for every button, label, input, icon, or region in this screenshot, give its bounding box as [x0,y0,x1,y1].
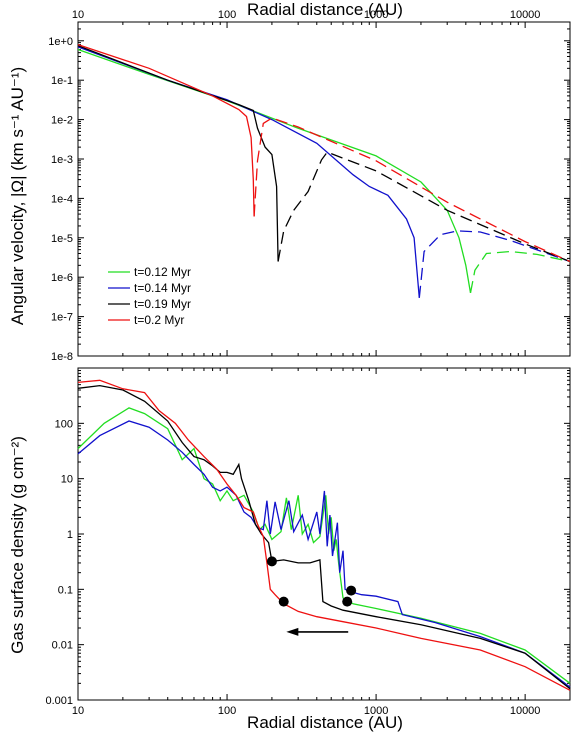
y-tick-label: 100 [55,418,73,430]
y-tick-label: 10 [61,474,73,486]
y-tick-label: 1e-1 [51,75,73,87]
bottom-ylabel: Gas surface density (g cm⁻²) [8,436,27,654]
series-line-solid [77,45,279,262]
plot-frame [77,21,571,357]
bottom-xlabel: Radial distance (AU) [247,713,403,732]
series-line [77,407,571,684]
marker-dot [346,585,357,596]
x-tick-label: 100 [218,705,236,717]
y-tick-label: 0.001 [45,695,73,707]
y-tick-label: 1 [67,529,73,541]
x-tick-label: 100 [218,9,236,21]
y-tick-label: 1e-2 [51,115,73,127]
series-line-dashed [469,250,571,294]
x-tick-label: 10000 [510,9,541,21]
top-xlabel: Radial distance (AU) [247,0,403,19]
y-tick-label: 1e-3 [51,154,73,166]
series-line [77,379,571,691]
series-line-dashed [253,117,571,263]
x-tick-label: 10000 [510,705,541,717]
y-tick-label: 1e-8 [51,351,73,363]
series-line-dashed [277,151,571,263]
series-line-solid [77,46,420,298]
y-tick-label: 1e-4 [51,193,73,205]
surface-density-panel: 10 100 1000 10000 0.001 0.01 0.1 1 10 100 [45,367,571,717]
x-tick-label: 1000 [364,705,388,717]
series-line-dashed [418,230,571,298]
y-tick-label: 1e-6 [51,272,73,284]
x-tick-label: 10 [72,9,84,21]
x-tick-label: 10 [72,705,84,717]
series-line [77,420,571,688]
legend-label: t=0.19 Myr [134,297,191,311]
series-line [77,384,571,690]
marker-dot [342,596,353,607]
angular-velocity-panel: 10 100 1000 10000 1e+0 1e-1 1e-2 1e-3 1e-4 1e-5 1e… [48,9,571,363]
marker-dot [266,556,277,567]
y-tick-label: 0.1 [58,584,73,596]
y-tick-label: 1e+0 [48,36,73,48]
series-line-solid [77,43,255,217]
inward-arrow-head [286,627,299,636]
marker-dot [278,596,289,607]
legend-label: t=0.2 Myr [134,313,184,327]
y-tick-label: 1e-5 [51,233,73,245]
x-tick-label: 1000 [364,9,388,21]
top-ylabel: Angular velocity, |Ω| (km s⁻¹ AU⁻¹) [8,67,27,325]
y-tick-label: 1e-7 [51,312,73,324]
legend-label: t=0.12 Myr [134,265,191,279]
legend-label: t=0.14 Myr [134,281,191,295]
y-tick-label: 0.01 [52,640,73,652]
